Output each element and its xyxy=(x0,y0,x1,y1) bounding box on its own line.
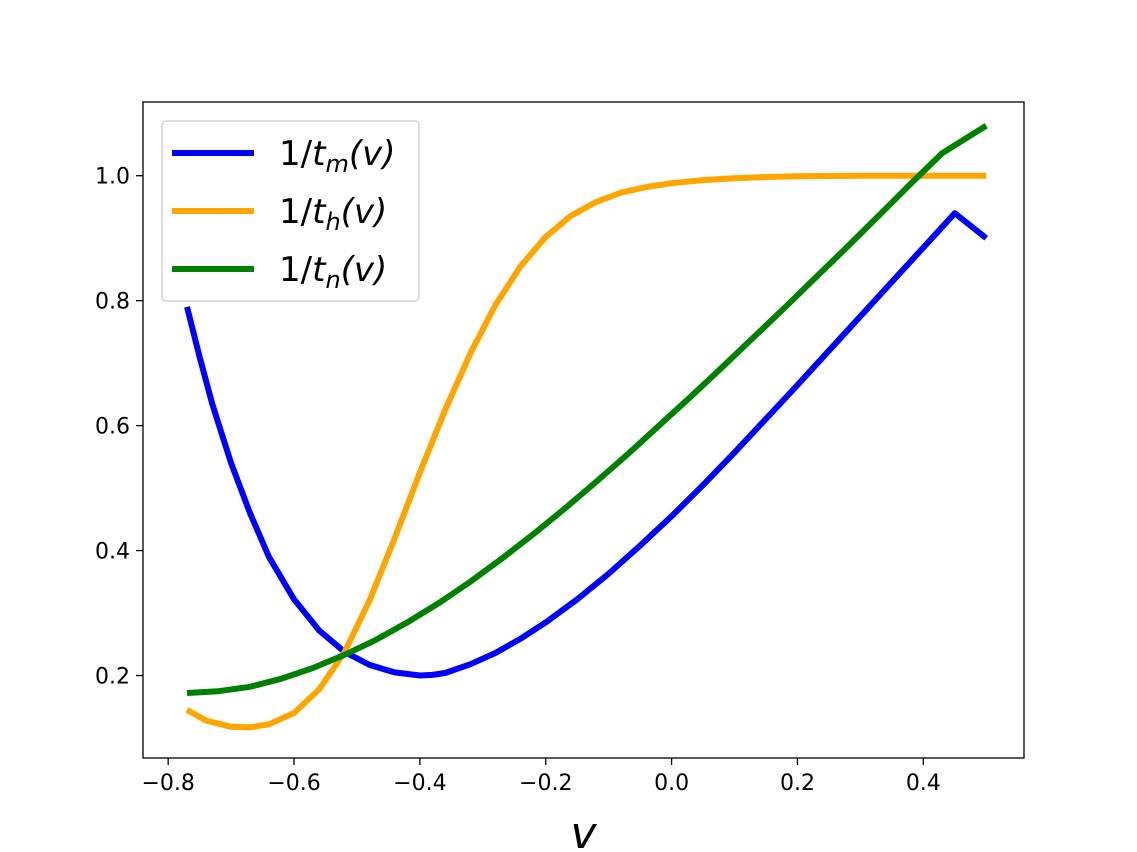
y-tick-label: 1.0 xyxy=(95,165,130,190)
x-tick-label: −0.6 xyxy=(267,771,320,796)
x-tick-label: −0.2 xyxy=(519,771,572,796)
series-line-h xyxy=(185,172,987,731)
series-layer xyxy=(184,123,989,731)
series-line-m xyxy=(184,210,989,679)
y-tick-label: 0.4 xyxy=(95,540,130,565)
y-tick-label: 0.8 xyxy=(95,290,130,315)
x-axis: −0.8 −0.6 −0.4 −0.2 0.0 0.2 0.4 xyxy=(141,758,941,796)
legend-label-h: 1/th(v) xyxy=(279,192,387,236)
x-tick-label: 0.0 xyxy=(654,771,689,796)
x-tick-label: −0.4 xyxy=(393,771,446,796)
plot-frame xyxy=(142,101,1025,759)
legend: 1/tm(v) 1/th(v) 1/tn(v) xyxy=(161,120,420,302)
series-line-n xyxy=(186,123,988,696)
y-tick-label: 0.2 xyxy=(95,665,130,690)
y-tick-label: 0.6 xyxy=(95,415,130,440)
legend-box xyxy=(161,120,420,302)
legend-label-n: 1/tn(v) xyxy=(279,250,387,294)
y-axis: 0.2 0.4 0.6 0.8 1.0 xyxy=(95,165,143,690)
x-tick-label: 0.2 xyxy=(780,771,815,796)
x-tick-label: 0.4 xyxy=(906,771,941,796)
x-axis-label: v xyxy=(570,808,597,852)
legend-label-m: 1/tm(v) xyxy=(279,134,395,178)
x-tick-label: −0.8 xyxy=(141,771,194,796)
